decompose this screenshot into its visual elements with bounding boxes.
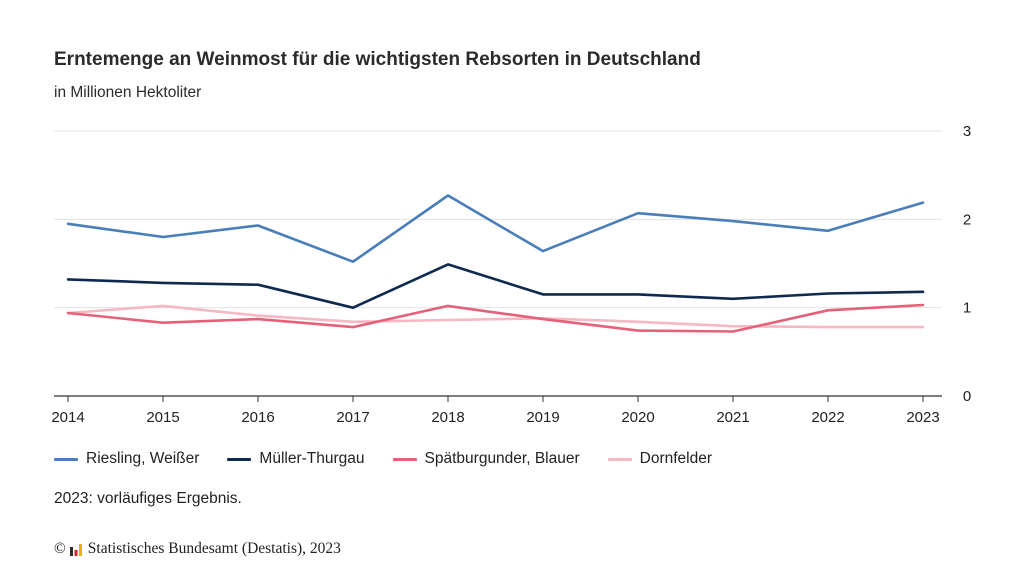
x-tick-label: 2017 <box>336 409 369 426</box>
legend-item[interactable]: Riesling, Weißer <box>54 450 199 468</box>
legend-swatch <box>54 457 78 461</box>
legend-item[interactable]: Müller-Thurgau <box>227 450 365 468</box>
x-tick-label: 2015 <box>146 409 179 426</box>
legend-label: Spätburgunder, Blauer <box>424 450 580 467</box>
chart-subtitle: in Millionen Hektoliter <box>54 84 202 101</box>
legend-swatch <box>392 457 417 461</box>
x-tick-label: 2014 <box>51 409 84 426</box>
chart-legend: Riesling, Weißer Müller-Thurgau Spätburgun… <box>54 450 740 468</box>
series-line-3 <box>66 303 925 333</box>
x-tick-label: 2019 <box>526 409 559 426</box>
series-lines <box>66 194 925 333</box>
line-chart: 0 1 2 3 2014 2015 2016 2017 2018 2019 2020 2021 2022… <box>51 123 971 426</box>
y-tick-label: 0 <box>963 388 971 405</box>
y-tick-label: 2 <box>963 211 971 228</box>
x-tick-label: 2018 <box>431 409 464 426</box>
y-tick-label: 1 <box>963 300 971 317</box>
legend-label: Dornfelder <box>639 450 713 467</box>
series-line-2 <box>66 263 925 310</box>
legend-swatch <box>607 457 632 461</box>
x-tick-label: 2023 <box>906 409 939 426</box>
chart-title: Erntemenge an Weinmost für die wichtigst… <box>54 49 701 70</box>
legend-item[interactable]: Spätburgunder, Blauer <box>392 450 580 468</box>
axes <box>54 395 942 402</box>
legend-label: Müller-Thurgau <box>259 450 365 467</box>
legend-swatch <box>227 457 252 461</box>
grid-lines <box>54 130 942 309</box>
series-line-4 <box>66 304 925 329</box>
source-text: Statistisches Bundesamt (Destatis), 2023 <box>87 540 341 557</box>
destatis-logo-icon <box>69 543 82 556</box>
x-tick-label: 2022 <box>811 409 844 426</box>
source-line: © Statistisches Bundesamt (Destatis), 20… <box>54 540 341 558</box>
x-tick-label: 2021 <box>716 409 749 426</box>
y-tick-label: 3 <box>963 123 971 140</box>
legend-item[interactable]: Dornfelder <box>607 450 713 468</box>
series-line-1 <box>66 194 925 264</box>
x-tick-label: 2016 <box>241 409 274 426</box>
tick-labels: 0 1 2 3 2014 2015 2016 2017 2018 2019 2020 2021 2022… <box>51 123 971 426</box>
legend-label: Riesling, Weißer <box>86 450 200 467</box>
footnote: 2023: vorläufiges Ergebnis. <box>54 490 242 507</box>
copyright-symbol: © <box>54 540 66 557</box>
x-tick-label: 2020 <box>621 409 654 426</box>
